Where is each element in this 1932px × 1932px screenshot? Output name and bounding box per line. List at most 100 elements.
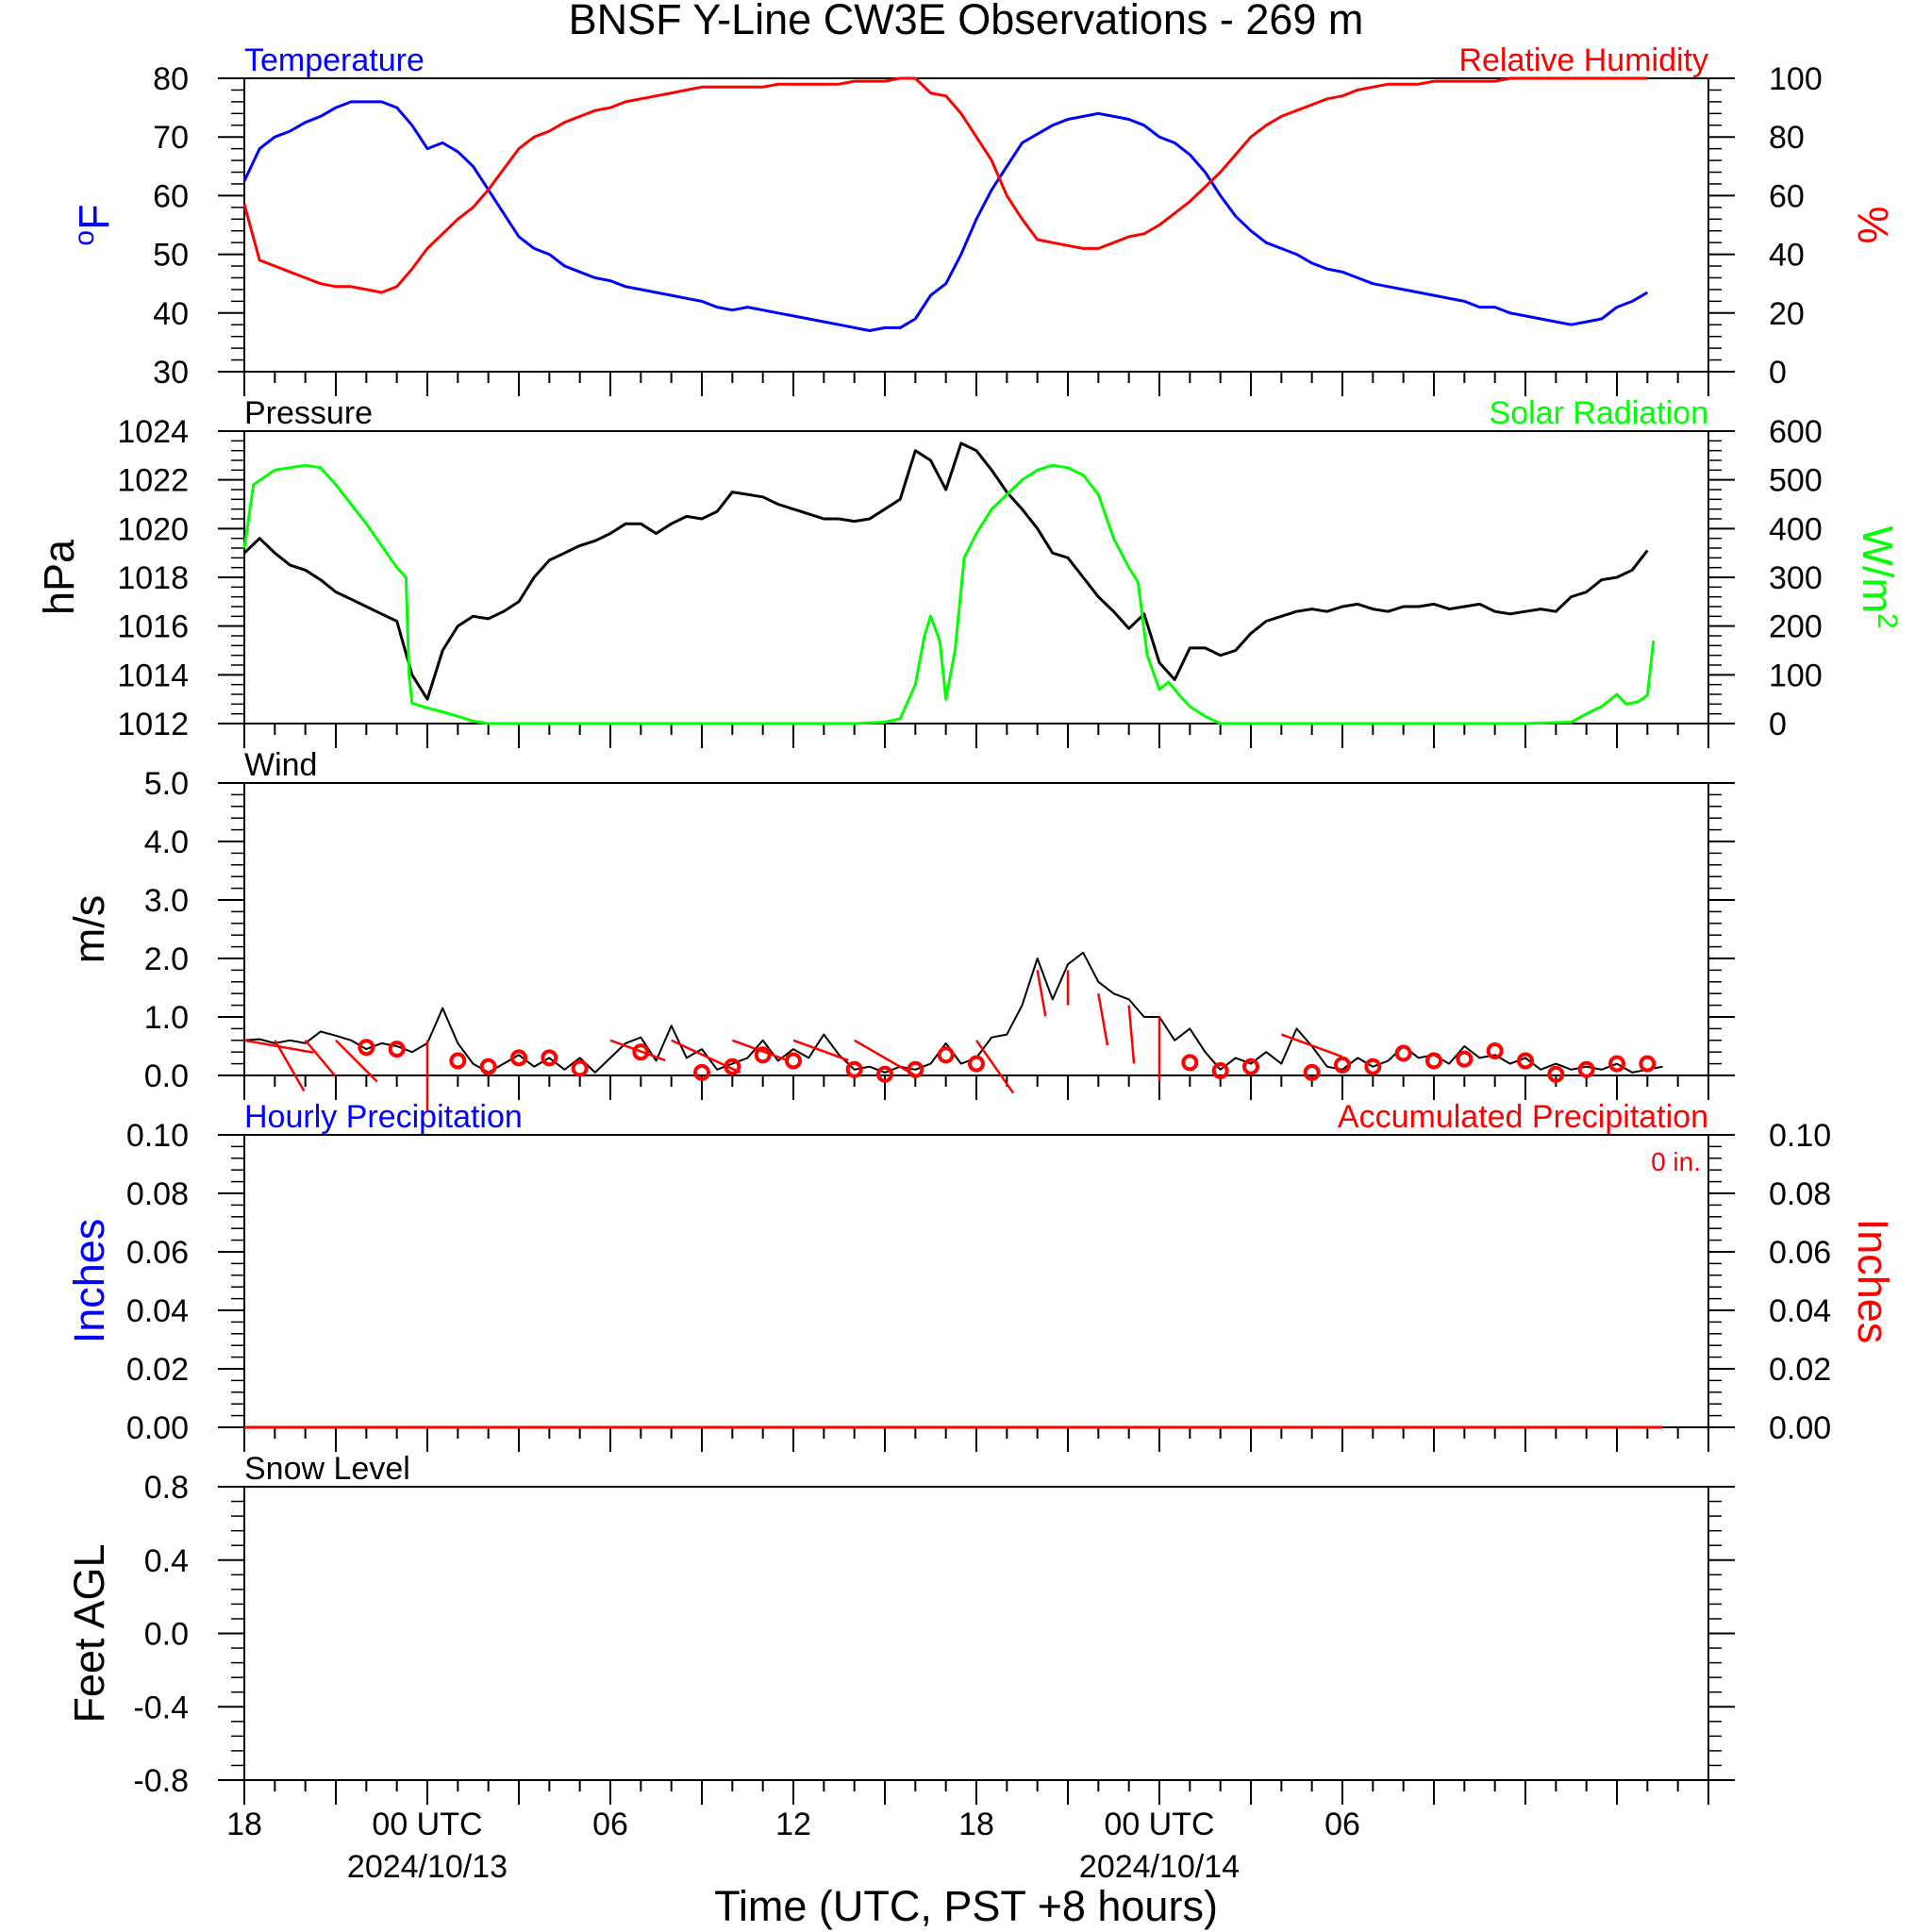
y-tick-label-left: 60 — [153, 178, 189, 214]
y-tick-label-left: 50 — [153, 238, 189, 274]
panel-title-left: Snow Level — [244, 1451, 410, 1487]
y-axis-title-left: hPa — [35, 539, 83, 615]
y-tick-label-right: 0.04 — [1769, 1293, 1831, 1329]
calm-wind-circle — [1456, 1050, 1474, 1068]
panel-title-left: Wind — [244, 747, 317, 783]
series-line-pressure — [242, 441, 1649, 701]
calm-wind-circle — [1181, 1054, 1199, 1072]
calm-wind-circle — [388, 1041, 406, 1058]
x-tick-date-label: 2024/10/14 — [1079, 1849, 1240, 1885]
x-tick-label: 06 — [592, 1807, 628, 1842]
y-tick-label-right: 100 — [1769, 61, 1823, 97]
y-tick-label-left: 1020 — [117, 511, 189, 547]
calm-wind-circle — [1364, 1058, 1382, 1075]
y-axis-title-right: Inches — [1849, 1219, 1897, 1344]
y-tick-label-right: 0.10 — [1769, 1118, 1831, 1154]
y-tick-label-left: 0.02 — [126, 1352, 189, 1388]
calm-wind-circle — [1425, 1052, 1442, 1070]
calm-wind-circle — [1394, 1044, 1412, 1062]
x-axis-group: 18 00 UTC 2024/10/13 06 12 18 00 UTC 2024/10/14… — [226, 1807, 1360, 1885]
panel-title-right: Relative Humidity — [1458, 42, 1708, 78]
pressure-solar-panel: 1024 1022 1020 1018 1016 1014 1012 600 500 400 300… — [35, 395, 1903, 748]
y-tick-label-left: 0.00 — [126, 1410, 189, 1446]
calm-wind-circle — [571, 1059, 589, 1077]
calm-wind-circle — [845, 1060, 863, 1078]
y-tick-label-right: 0.06 — [1769, 1235, 1831, 1271]
wind-barb — [1127, 1005, 1136, 1064]
x-tick-label: 00 UTC — [372, 1807, 482, 1842]
y-axis-title-left: m/s — [65, 895, 113, 964]
y-axis-title-left: Inches — [65, 1219, 113, 1344]
y-tick-label-right: 0 — [1769, 707, 1787, 742]
y-tick-label-left: 1012 — [117, 707, 189, 742]
y-tick-label-left: 1022 — [117, 463, 189, 499]
panel-title-right: Accumulated Precipitation — [1338, 1099, 1708, 1135]
x-tick-date-label: 2024/10/13 — [347, 1849, 508, 1885]
y-tick-label-left: 3.0 — [144, 883, 189, 919]
calm-wind-circle — [479, 1058, 497, 1075]
calm-wind-circle — [968, 1055, 985, 1073]
y-tick-label-right: 0 — [1769, 355, 1787, 391]
calm-wind-circle — [785, 1052, 802, 1070]
calm-wind-circle — [1242, 1058, 1259, 1075]
wind-barb — [609, 1039, 666, 1062]
calm-wind-circle — [1547, 1065, 1565, 1083]
calm-wind-circle — [1334, 1056, 1351, 1074]
solar-unit-base: W/m — [1854, 525, 1902, 612]
calm-wind-circle — [632, 1043, 650, 1061]
wind-barb — [274, 1040, 306, 1092]
calm-wind-circle — [510, 1049, 527, 1067]
y-tick-label-left: -0.4 — [133, 1690, 189, 1725]
y-tick-label-left: 0.06 — [126, 1235, 189, 1271]
accumulation-annotation: 0 in. — [1651, 1147, 1701, 1176]
y-tick-label-left: -0.8 — [133, 1763, 189, 1799]
y-tick-label-left: 80 — [153, 61, 189, 97]
calm-wind-circle — [1486, 1041, 1504, 1059]
y-tick-label-right: 300 — [1769, 560, 1823, 596]
calm-wind-circle — [724, 1058, 741, 1075]
y-tick-label-left: 1018 — [117, 560, 189, 596]
y-tick-label-right: 0.00 — [1769, 1410, 1831, 1446]
calm-wind-circle — [754, 1046, 772, 1064]
wind-barb — [304, 1039, 337, 1077]
panel-title-left: Hourly Precipitation — [244, 1099, 523, 1135]
y-axis-title-right: W/m2 — [1854, 525, 1903, 628]
y-tick-label-left: 5.0 — [144, 766, 189, 802]
calm-wind-circle — [1517, 1052, 1534, 1070]
wind-barb — [1280, 1033, 1342, 1058]
x-tick-label: 12 — [775, 1807, 811, 1842]
calm-wind-circle — [1577, 1060, 1595, 1078]
x-tick-label: 18 — [226, 1807, 262, 1842]
y-tick-label-left: 0.0 — [144, 1058, 189, 1094]
y-tick-label-left: 1.0 — [144, 1000, 189, 1036]
calm-wind-circle — [876, 1065, 893, 1083]
wind-barb — [1097, 992, 1109, 1046]
x-tick-label: 00 UTC — [1104, 1807, 1214, 1842]
calm-wind-circle — [1303, 1063, 1321, 1081]
y-tick-label-right: 40 — [1769, 238, 1805, 274]
y-tick-label-right: 200 — [1769, 609, 1823, 645]
y-tick-label-right: 60 — [1769, 178, 1805, 214]
wind-barb — [974, 1040, 1015, 1094]
precipitation-panel: 0.10 0.08 0.06 0.04 0.02 0.00 0.10 0.08 0.06 0.04… — [65, 1099, 1897, 1452]
y-tick-label-left: 1016 — [117, 609, 189, 645]
y-axis-title-right: % — [1849, 206, 1897, 243]
y-tick-label-left: 40 — [153, 296, 189, 332]
y-tick-label-left: 0.08 — [126, 1176, 189, 1212]
y-tick-label-right: 80 — [1769, 120, 1805, 156]
y-tick-label-right: 100 — [1769, 658, 1823, 693]
calm-wind-circle — [937, 1046, 955, 1064]
series-line-solar-radiation — [242, 463, 1656, 725]
y-tick-label-left: 1014 — [117, 658, 189, 693]
calm-wind-circle — [358, 1039, 375, 1057]
y-tick-label-left: 0.10 — [126, 1118, 189, 1154]
y-tick-label-left: 4.0 — [144, 824, 189, 860]
y-tick-label-left: 30 — [153, 355, 189, 391]
panel-title-right: Solar Radiation — [1490, 395, 1708, 431]
calm-wind-circle — [1639, 1055, 1657, 1073]
wind-barb — [671, 1039, 741, 1074]
y-axis-title-left: oF — [69, 204, 118, 245]
